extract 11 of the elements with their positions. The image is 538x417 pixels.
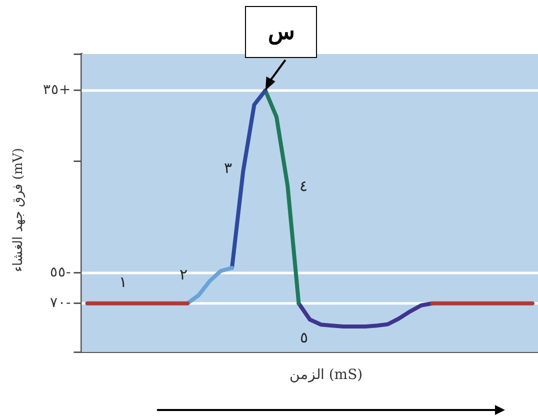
x-axis-title: الزمن (mS) <box>288 366 364 383</box>
callout-box: س <box>245 6 318 58</box>
y-tick-label: ٣٥+ <box>42 82 71 98</box>
y-tick-label: ٧٠- <box>50 294 71 311</box>
series-label: ٢ <box>180 266 188 284</box>
y-axis-title: فرق جهد الغشاء (mV) <box>10 148 26 272</box>
series-label: ٤ <box>300 176 308 195</box>
y-tick-label: ٥٥- <box>50 264 71 281</box>
series-label: ٥ <box>300 328 308 346</box>
series-label: ١ <box>118 273 127 292</box>
series-label: ٣ <box>224 159 232 178</box>
